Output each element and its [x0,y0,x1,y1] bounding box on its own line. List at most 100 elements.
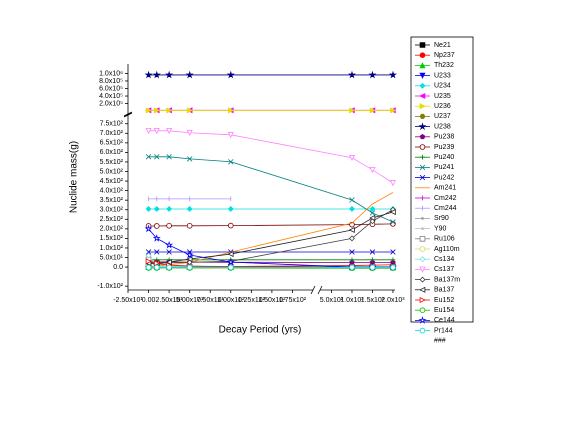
legend-marker [419,164,426,171]
x-tick-label: 1.0x10³ [340,297,364,304]
point-marker [227,264,234,271]
point-marker [227,222,234,229]
point-marker [166,206,173,212]
point-marker [165,259,172,266]
y-tick-label: 0.0 [113,264,123,271]
legend-marker [419,296,426,304]
point-marker [369,264,376,271]
point-marker [153,260,161,267]
y-tick-label: 6.5x10² [100,140,124,147]
point-marker [369,166,376,174]
y-tick-label: 6.0x10⁵ [99,85,123,92]
legend-marker [419,52,426,58]
x-tick-label: 2.50x10¹ [155,297,183,304]
point-marker [370,257,375,263]
point-marker [145,206,152,212]
point-marker [144,70,153,79]
legend-marker [418,316,427,324]
point-marker [145,252,152,259]
point-marker [186,129,193,137]
legend-label: Pu241 [434,164,454,171]
legend-label: Pu239 [434,144,454,151]
x-tick-label: 1.25x10² [238,297,266,304]
point-marker [390,219,396,225]
y-tick-label: 7.5x10² [100,121,124,128]
point-marker [145,128,152,135]
point-marker [153,206,160,212]
series-line [148,211,394,264]
x-tick-label: 1.5x10³ [361,297,385,304]
legend-marker [419,92,426,100]
point-marker [186,206,193,212]
y-tick-label: 4.0x10⁵ [99,93,123,100]
legend-label: Cs134 [434,256,454,263]
axis-break [310,285,323,295]
legend-marker [419,103,426,110]
legend-label: Eu154 [434,307,454,314]
x-tick-label: 1.75x10² [279,297,307,304]
y-tick-label: 5.5x10² [100,159,124,166]
point-marker [186,264,193,271]
legend-label: U234 [434,83,451,90]
series-line [148,223,393,227]
legend-label: Y90 [434,225,447,232]
y-tick-label: 2.0x10⁵ [99,100,123,107]
legend-marker [419,256,426,263]
x-tick-label: -2.50x10¹ [113,297,143,304]
point-marker [145,249,152,255]
point-marker [165,240,174,249]
point-marker [369,206,376,212]
point-marker [166,264,172,271]
point-marker [349,206,355,212]
point-marker [154,154,160,160]
point-marker [227,107,235,114]
series-line [148,192,394,268]
y-tick-label: 2.5x10² [100,216,124,223]
point-marker [152,234,161,242]
x-tick-label: 2.0x10³ [381,297,405,304]
x-tick-label: 7.50x10¹ [197,297,225,304]
point-marker [185,70,194,79]
legend-marker [420,154,425,160]
point-marker [369,214,376,221]
point-marker [186,156,193,162]
x-tick-label: 1.00x10² [217,297,245,304]
legend-marker [419,276,426,283]
legend-label: U233 [434,72,451,79]
point-marker [226,70,235,79]
point-marker [153,107,161,114]
point-marker [348,154,356,162]
legend-marker [419,327,426,334]
legend-label: Pu238 [434,134,454,141]
point-marker [227,251,234,258]
legend-marker [421,227,424,230]
legend-label: U238 [434,123,451,130]
legend-marker [419,113,426,119]
legend-label: Pr144 [434,327,453,334]
point-marker [369,210,376,216]
point-marker [228,159,234,165]
series-line [148,156,394,223]
y-tick-label: 4.0x10² [100,187,124,194]
point-marker [166,249,172,255]
legend-label: Sr90 [434,215,449,222]
y-tick-label: -1.0x10² [97,283,123,290]
legend-label: Eu152 [434,297,454,304]
point-marker [226,257,235,266]
point-marker [349,264,355,271]
point-marker [145,264,152,271]
point-marker [390,107,397,114]
point-marker [145,154,152,160]
point-marker [349,249,355,255]
y-tick-label: 3.5x10² [100,197,124,204]
y-tick-label: 5.0x10² [100,168,124,175]
point-marker [369,107,376,114]
x-axis-label: Decay Period (yrs) [219,325,302,336]
y-tick-label: 1.5x10² [100,235,124,242]
point-marker [389,208,396,216]
legend-label: Cm242 [434,195,457,202]
legend-label: Th232 [434,62,454,69]
legend-marker [419,236,426,242]
y-tick-label: 6.0x10² [100,149,124,156]
